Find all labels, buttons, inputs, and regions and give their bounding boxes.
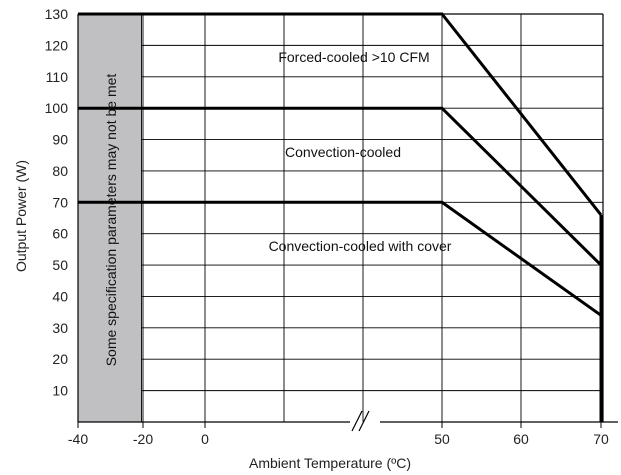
shaded-region-layer [78,14,142,422]
y-tick-label-120: 120 [45,37,69,53]
y-tick-label-10: 10 [52,383,68,399]
y-tick-label-130: 130 [45,6,69,22]
x-tick-label-60: 60 [513,431,529,447]
y-tick-label-70: 70 [52,194,68,210]
x-tick-label-70: 70 [593,431,609,447]
x-tick-labels: -40 -20 0 50 60 70 [68,422,609,447]
series-label-convection-cooled-cover: Convection-cooled with cover [269,238,452,254]
y-tick-label-30: 30 [52,320,68,336]
x-tick-label--20: -20 [133,431,153,447]
shaded-region [78,14,142,422]
grid [77,13,603,422]
shaded-region-label: Some specification parameters may not be… [103,74,119,367]
plot-frame [77,13,618,432]
y-tick-labels: 10 20 30 40 50 60 70 80 90 100 110 120 130 [45,6,69,399]
series-line-2 [78,200,602,317]
series-label-forced-cooled: Forced-cooled >10 CFM [278,49,429,65]
x-tick-label-0: 0 [201,431,209,447]
axis-break-mark [351,410,370,432]
y-tick-label-100: 100 [45,100,69,116]
y-tick-label-20: 20 [52,351,68,367]
series-label-convection-cooled: Convection-cooled [285,144,401,160]
x-tick-label-50: 50 [434,431,450,447]
y-tick-label-60: 60 [52,226,68,242]
y-tick-label-90: 90 [52,132,68,148]
y-tick-label-50: 50 [52,257,68,273]
y-tick-label-110: 110 [46,69,69,85]
series-line-1 [78,106,603,267]
y-tick-label-40: 40 [52,288,68,304]
series-line-0 [78,12,603,216]
x-axis-title: Ambient Temperature (ºC) [249,455,411,471]
y-axis-title: Output Power (W) [13,160,29,272]
x-tick-label--40: -40 [68,431,88,447]
series-layer [78,12,603,422]
y-tick-label-80: 80 [52,163,68,179]
